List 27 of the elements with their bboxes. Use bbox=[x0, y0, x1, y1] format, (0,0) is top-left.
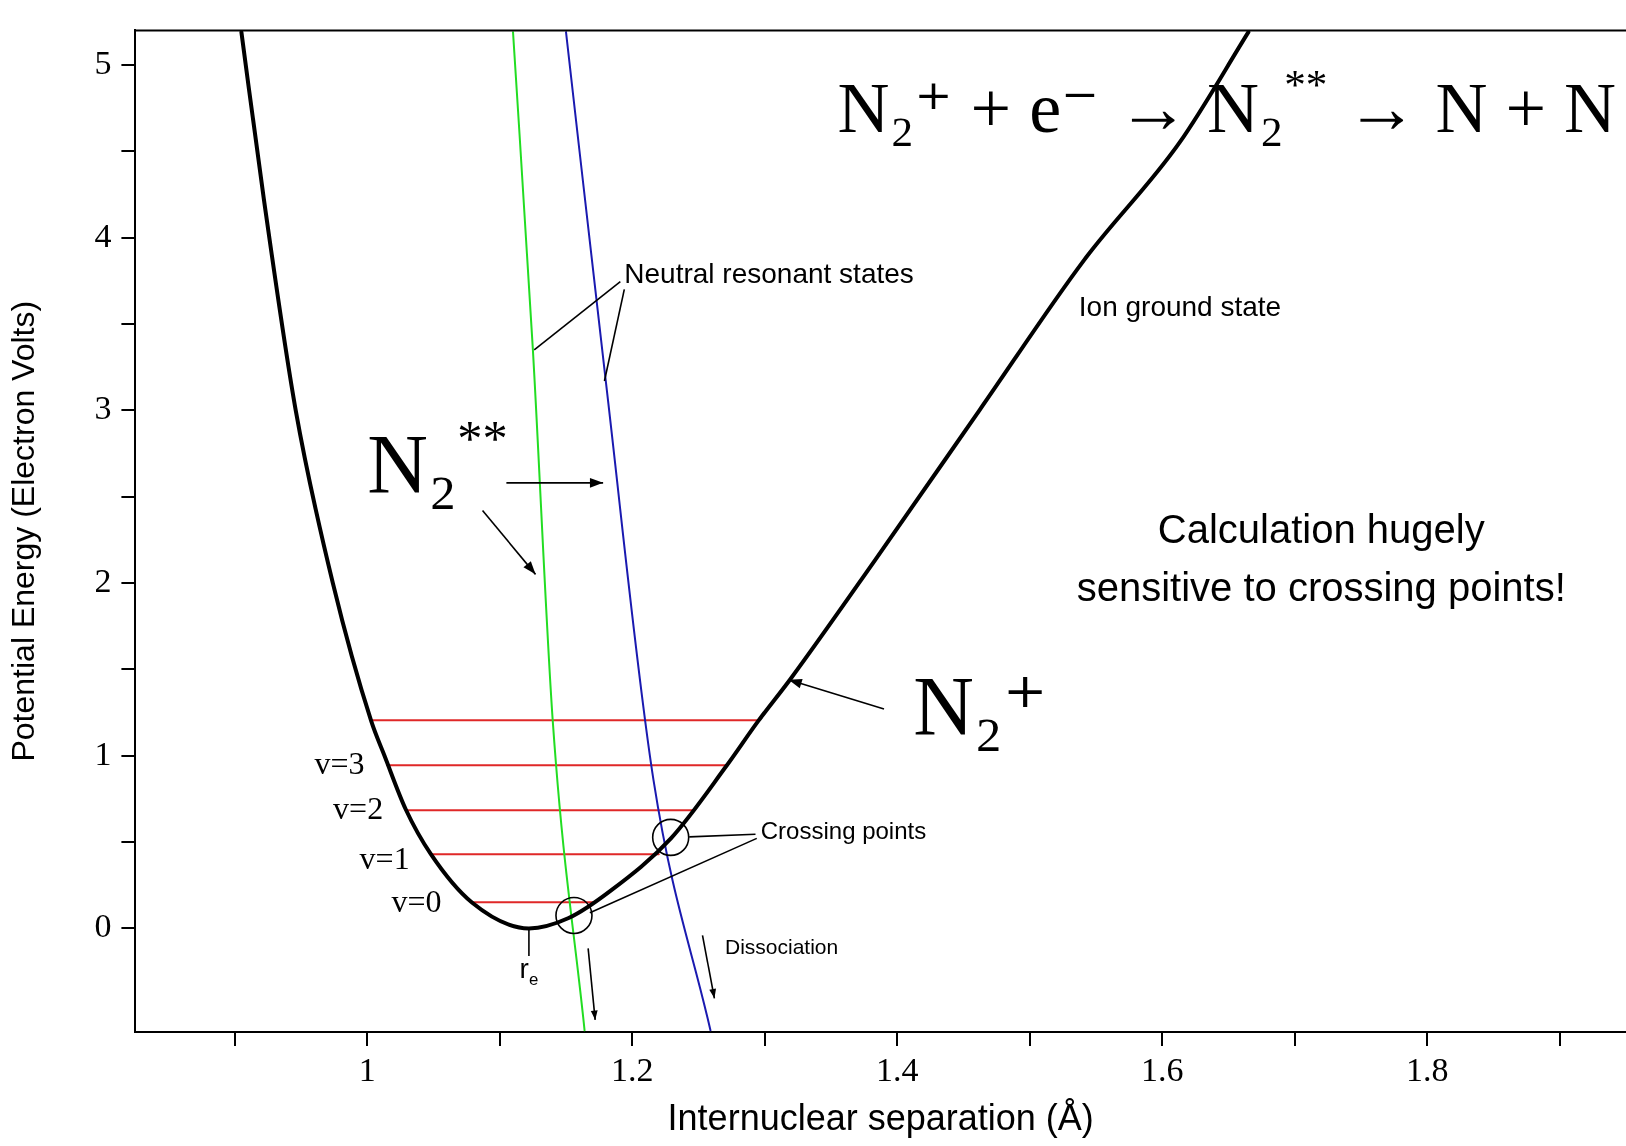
x-axis-title: Internuclear separation (Å) bbox=[667, 1097, 1094, 1139]
x-tick-label: 1.2 bbox=[611, 1051, 654, 1089]
line-series bbox=[512, 31, 586, 1032]
y-tick-label: 2 bbox=[94, 561, 112, 599]
x-tick-label: 1 bbox=[358, 1051, 376, 1089]
y-tick-label: 0 bbox=[94, 907, 112, 945]
annotation: Dissociation bbox=[725, 935, 839, 959]
y-tick-label: 4 bbox=[94, 216, 112, 254]
annotation: N₂** bbox=[367, 409, 508, 511]
y-tick-label: 5 bbox=[94, 43, 112, 81]
x-tick-label: 1.4 bbox=[876, 1051, 919, 1089]
x-tick-label: 1.8 bbox=[1406, 1051, 1449, 1089]
annotation: Crossing points bbox=[760, 817, 927, 844]
annotation: Calculation hugely sensitive to crossing points! bbox=[1076, 506, 1566, 609]
annotation: N₂⁺ bbox=[913, 659, 1048, 753]
annotation: Ion ground state bbox=[1078, 291, 1282, 323]
x-tick-label: 1.6 bbox=[1141, 1051, 1184, 1089]
line-series bbox=[565, 31, 712, 1032]
annotation: Neutral resonant states bbox=[624, 258, 914, 290]
annotation: v=0 bbox=[391, 882, 442, 919]
y-axis-title: Potential Energy (Electron Volts) bbox=[5, 300, 42, 762]
annotation: N₂⁺ + e⁻ → N₂** → N + N bbox=[837, 61, 1617, 149]
y-tick-label: 3 bbox=[94, 389, 112, 427]
annotation: v=2 bbox=[333, 789, 384, 826]
y-tick-label: 1 bbox=[94, 734, 112, 772]
annotation: v=3 bbox=[314, 744, 365, 781]
annotation: v=1 bbox=[359, 839, 410, 876]
